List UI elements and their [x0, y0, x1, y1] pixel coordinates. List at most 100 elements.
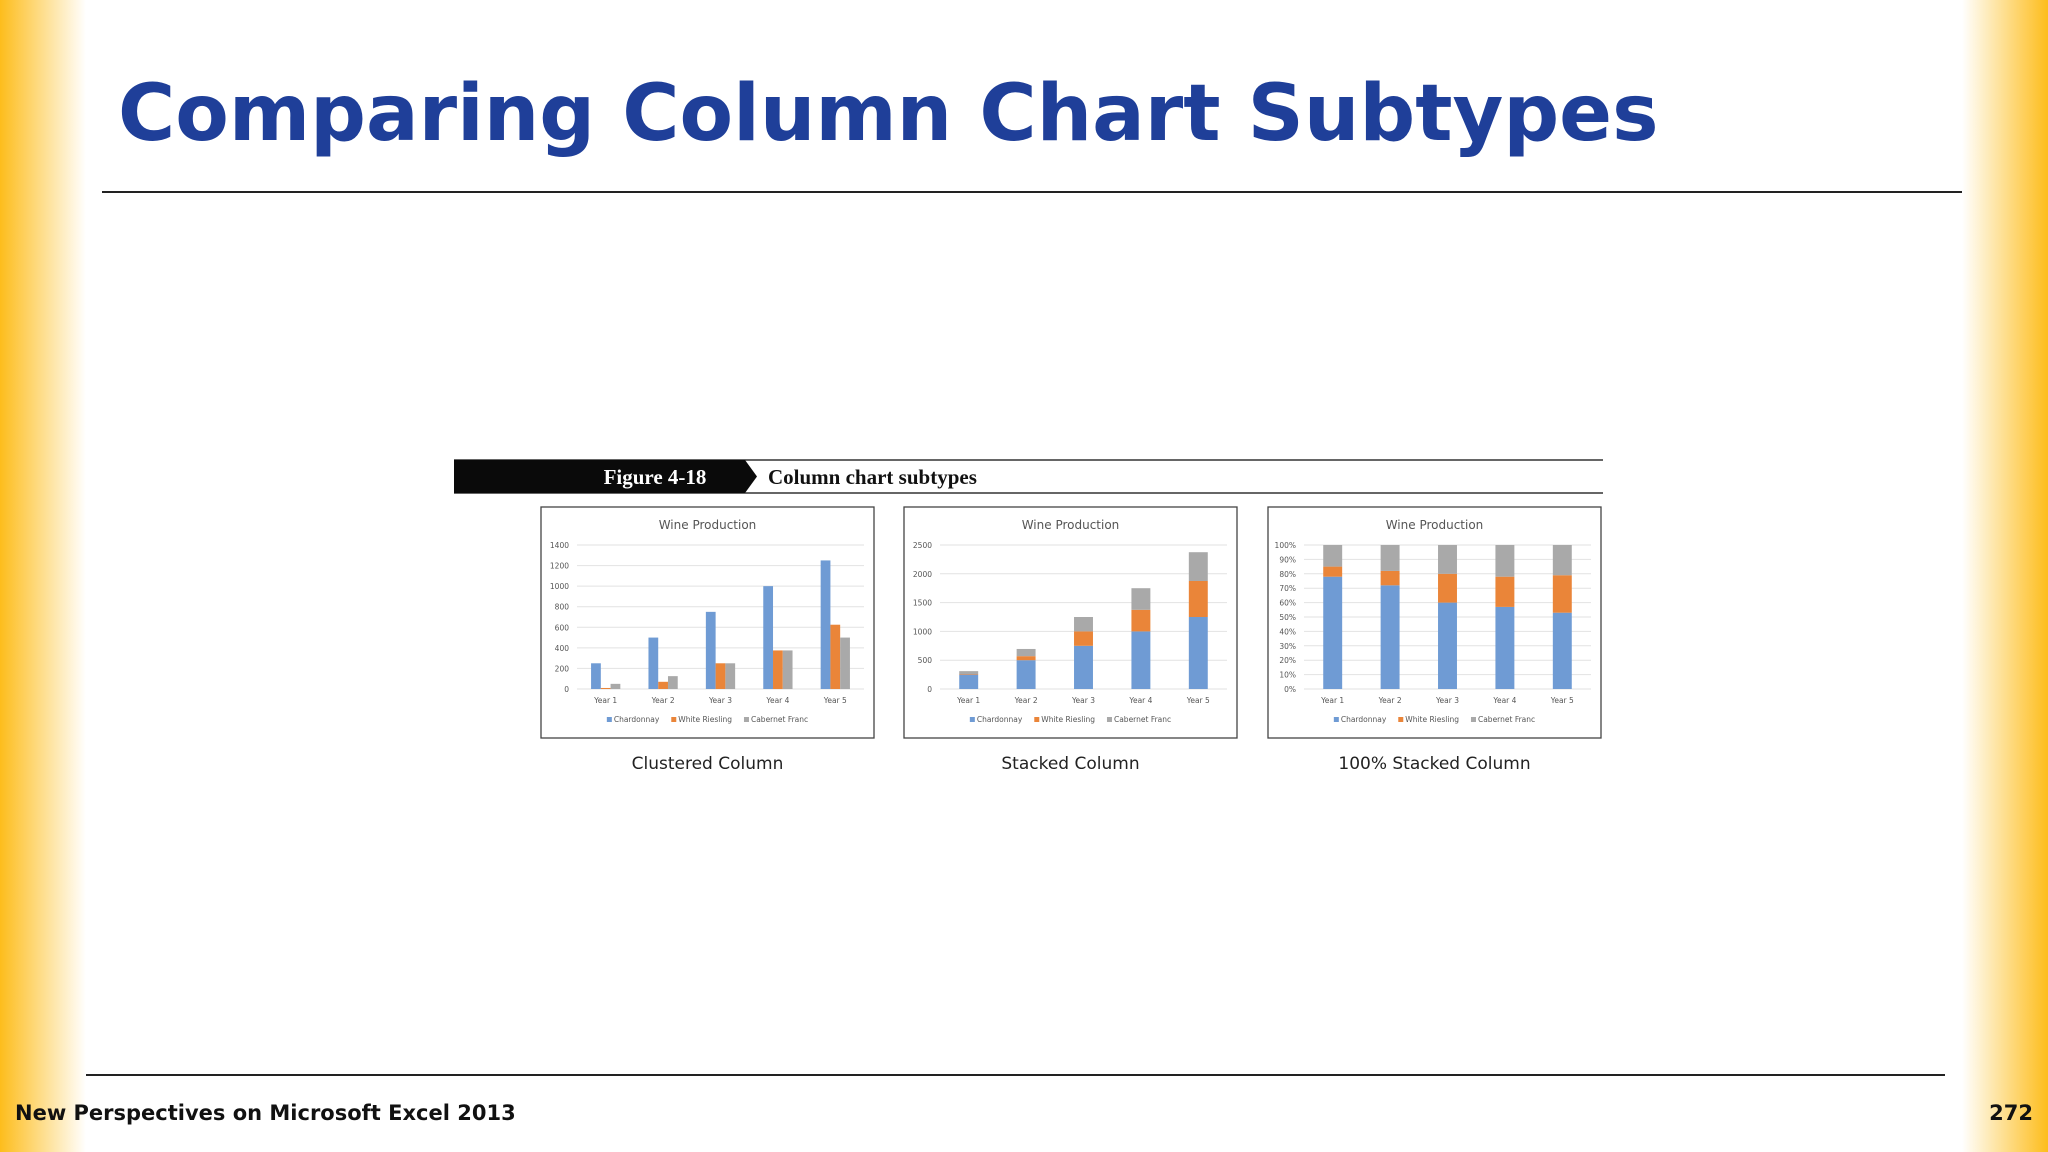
y-tick-label: 30%	[1279, 642, 1296, 651]
legend-label: Chardonnay	[977, 715, 1023, 724]
left-stripe	[0, 0, 86, 1152]
chart-caption: Stacked Column	[1001, 754, 1139, 774]
bar-segment	[1495, 606, 1515, 689]
chart-title: Wine Production	[659, 518, 757, 532]
y-tick-label: 600	[555, 623, 570, 632]
figure-label-bg	[454, 460, 757, 493]
legend-swatch	[671, 717, 677, 722]
y-tick-label: 100%	[1275, 541, 1296, 550]
bar-segment	[1016, 656, 1036, 661]
y-tick-label: 1500	[913, 599, 932, 608]
slide-title: Comparing Column Chart Subtypes	[118, 69, 1659, 159]
x-tick-label: Year 3	[1071, 696, 1095, 705]
legend-swatch	[1034, 717, 1040, 722]
bar-segment	[1323, 576, 1343, 689]
y-tick-label: 2000	[913, 570, 932, 579]
x-tick-label: Year 3	[708, 696, 732, 705]
legend: Chardonnay White Riesling Cabernet Franc	[1333, 715, 1535, 724]
legend-swatch	[969, 717, 975, 722]
bar-segment	[1438, 602, 1457, 689]
y-tick-label: 0	[564, 685, 569, 694]
legend-swatch	[1470, 717, 1476, 722]
legend-label: Cabernet Franc	[751, 715, 808, 724]
bar-segment	[1188, 552, 1208, 581]
bar	[782, 650, 793, 689]
bar-segment	[1131, 631, 1151, 689]
y-tick-label: 80%	[1279, 570, 1296, 579]
y-tick-label: 10%	[1279, 671, 1296, 680]
bar	[715, 663, 726, 689]
bar-segment	[1016, 660, 1036, 689]
legend-label: White Riesling	[1041, 715, 1095, 724]
bar-segment	[1131, 609, 1151, 632]
bar-segment	[1131, 588, 1151, 610]
bar	[725, 663, 736, 689]
bar-segment	[1323, 545, 1343, 567]
bar	[667, 676, 678, 689]
x-tick-label: Year 4	[1128, 696, 1152, 705]
x-tick-label: Year 1	[593, 696, 617, 705]
bar	[658, 681, 668, 689]
y-tick-label: 2500	[913, 541, 932, 550]
bar-segment	[1074, 631, 1093, 646]
bar-segment	[1380, 570, 1400, 586]
y-tick-label: 20%	[1279, 656, 1296, 665]
y-tick-label: 1400	[550, 541, 569, 550]
chart-caption: 100% Stacked Column	[1338, 754, 1530, 774]
x-tick-label: Year 5	[1186, 696, 1210, 705]
page-number: 272	[1989, 1101, 2033, 1125]
right-stripe	[1962, 0, 2048, 1152]
bar-segment	[1495, 576, 1515, 607]
bar-segment	[1323, 566, 1343, 577]
bar	[610, 683, 621, 689]
bar-segment	[1552, 575, 1572, 613]
bar	[591, 663, 601, 689]
x-tick-label: Year 2	[1014, 696, 1038, 705]
x-tick-label: Year 2	[651, 696, 675, 705]
bar-segment	[959, 674, 979, 689]
y-tick-label: 400	[555, 644, 570, 653]
chart: Wine Production Clustered Column 0 200 400 60…	[540, 506, 875, 774]
bar-segment	[1074, 645, 1093, 689]
y-tick-label: 90%	[1279, 555, 1296, 564]
bar-segment	[1074, 617, 1093, 632]
y-tick-label: 200	[555, 664, 570, 673]
legend-label: Cabernet Franc	[1478, 715, 1535, 724]
legend-label: Cabernet Franc	[1114, 715, 1171, 724]
chart-title: Wine Production	[1022, 518, 1120, 532]
bar-segment	[959, 674, 979, 675]
bar-segment	[1016, 648, 1036, 657]
legend-label: White Riesling	[678, 715, 732, 724]
figure-caption: Column chart subtypes	[768, 465, 977, 489]
bar	[820, 560, 831, 689]
legend: Chardonnay White Riesling Cabernet Franc	[969, 715, 1171, 724]
bar-segment	[1552, 545, 1572, 576]
y-tick-label: 0	[927, 685, 932, 694]
y-tick-label: 70%	[1279, 584, 1296, 593]
figure-label: Figure 4-18	[604, 465, 707, 489]
bar-segment	[1438, 545, 1457, 574]
y-tick-label: 1200	[550, 562, 569, 571]
y-tick-label: 60%	[1279, 599, 1296, 608]
legend-swatch	[606, 717, 612, 722]
bar	[763, 586, 774, 689]
x-tick-label: Year 4	[1492, 696, 1516, 705]
bar-segment	[1188, 581, 1208, 617]
footer-text: New Perspectives on Microsoft Excel 2013	[15, 1101, 516, 1125]
legend: Chardonnay White Riesling Cabernet Franc	[606, 715, 808, 724]
x-tick-label: Year 1	[1320, 696, 1344, 705]
legend-label: Chardonnay	[1341, 715, 1387, 724]
bar-segment	[1188, 617, 1208, 689]
y-tick-label: 0%	[1284, 685, 1296, 694]
y-tick-label: 500	[918, 656, 933, 665]
bar-segment	[1380, 545, 1400, 571]
chart: Wine Production 100% Stacked Column 0% 10% 2…	[1267, 506, 1602, 774]
legend-swatch	[1333, 717, 1339, 722]
y-tick-label: 1000	[913, 627, 932, 636]
chart: Wine Production Stacked Column 0 500 1000 150…	[903, 506, 1238, 774]
y-tick-label: 40%	[1279, 627, 1296, 636]
bar	[600, 687, 611, 689]
bar	[648, 637, 659, 689]
bar-segment	[1438, 573, 1457, 603]
